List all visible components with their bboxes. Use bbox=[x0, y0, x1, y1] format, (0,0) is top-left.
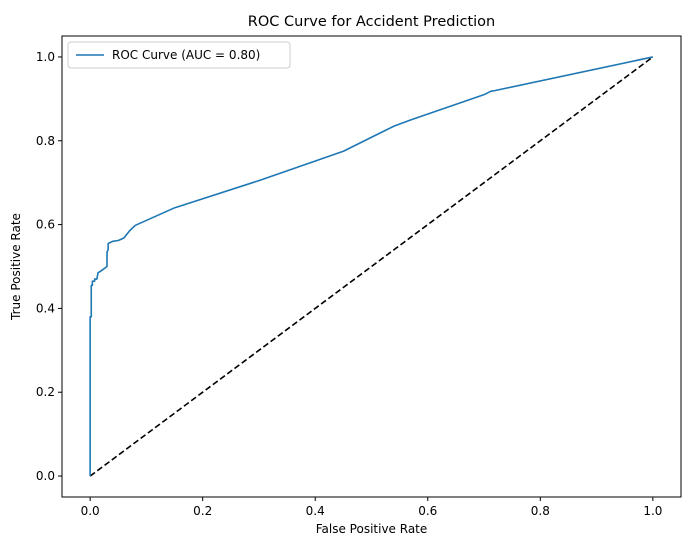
x-tick-label-3: 0.6 bbox=[418, 504, 437, 518]
chance-diagonal-line bbox=[89, 56, 654, 477]
chart-title: ROC Curve for Accident Prediction bbox=[248, 14, 495, 30]
legend-label: ROC Curve (AUC = 0.80) bbox=[112, 48, 260, 62]
x-axis-label: False Positive Rate bbox=[316, 522, 428, 536]
y-tick-label-0: 0.0 bbox=[36, 469, 55, 483]
x-tick-label-1: 0.2 bbox=[193, 504, 212, 518]
x-tick-label-0: 0.0 bbox=[81, 504, 100, 518]
y-tick-label-4: 0.8 bbox=[36, 134, 55, 148]
y-tick-label-1: 0.2 bbox=[36, 385, 55, 399]
legend-box bbox=[67, 41, 291, 69]
y-axis-label: True Positive Rate bbox=[9, 213, 23, 321]
x-tick-label-4: 0.8 bbox=[531, 504, 550, 518]
legend: ROC Curve (AUC = 0.80) bbox=[67, 41, 291, 69]
x-tick-label-2: 0.4 bbox=[306, 504, 325, 518]
axis-ticks: 0.0 0.2 0.4 0.6 0.8 1.0 0.0 0.2 0.4 0.6 0.8 1.0 bbox=[36, 50, 663, 518]
y-tick-label-5: 1.0 bbox=[36, 50, 55, 64]
x-tick-label-5: 1.0 bbox=[643, 504, 662, 518]
roc-curve-line bbox=[89, 56, 654, 477]
plot-lines bbox=[89, 56, 654, 477]
y-tick-label-3: 0.6 bbox=[36, 218, 55, 232]
plot-frame bbox=[61, 35, 682, 498]
y-tick-label-2: 0.4 bbox=[36, 301, 55, 315]
